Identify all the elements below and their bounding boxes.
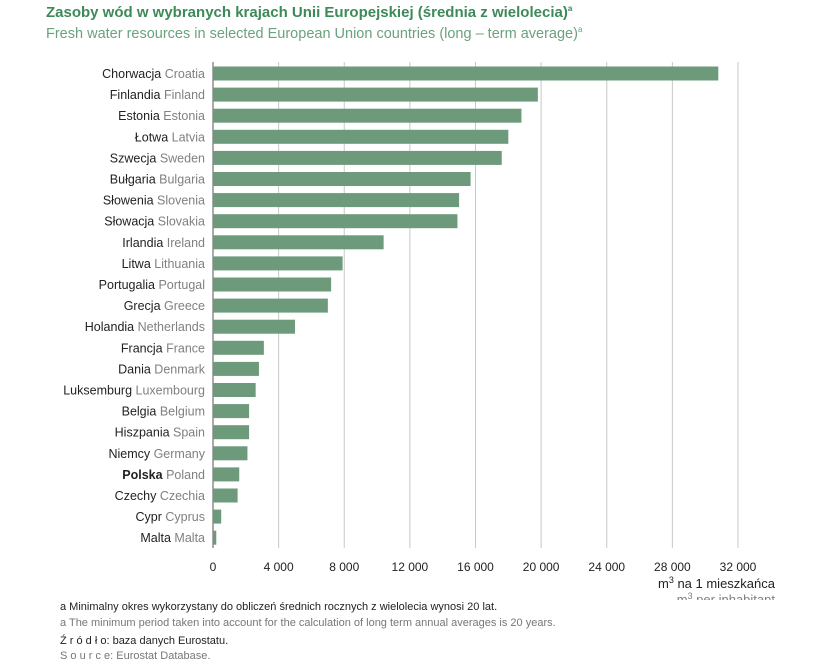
bar-croatia [213, 66, 719, 81]
category-label: Luksemburg Luxembourg [63, 384, 205, 398]
category-label: Słowenia Slovenia [103, 194, 205, 208]
bar-chart: Chorwacja Croatia Finlandia Finland Estoni… [63, 62, 776, 600]
category-label: Hiszpania Spain [115, 426, 205, 440]
footnote-pl: a Minimalny okres wykorzystany do oblicz… [60, 601, 498, 613]
category-label: Grecja Greece [124, 299, 205, 313]
chart-title-pl: Zasoby wód w wybranych krajach Unii Euro… [46, 4, 573, 21]
footnote-en: a The minimum period taken into account … [60, 617, 556, 629]
bar-denmark [213, 361, 259, 376]
bar-belgium [213, 404, 250, 419]
bar-czechia [213, 488, 238, 503]
category-label: Finlandia Finland [110, 88, 205, 102]
category-label: Irlandia Ireland [122, 236, 205, 250]
category-label: Czechy Czechia [115, 489, 205, 503]
x-tick-label: 16 000 [457, 560, 494, 574]
category-label: Holandia Netherlands [85, 320, 205, 334]
chart-title-en: Fresh water resources in selected Europe… [46, 25, 583, 42]
bar-bulgaria [213, 172, 471, 186]
category-label: Szwecja Sweden [110, 151, 205, 165]
x-tick-label: 28 000 [654, 560, 691, 574]
bar-cyprus [213, 509, 222, 524]
bar-malta [213, 530, 217, 545]
bar-greece [213, 298, 328, 313]
x-axis-label-en: m3 per inhabitant [677, 591, 776, 600]
x-tick-label: 20 000 [523, 560, 560, 574]
category-label: Estonia Estonia [118, 109, 205, 123]
category-label: Cypr Cyprus [136, 510, 205, 524]
source-en: S o u r c e: Eurostat Database. [60, 650, 211, 662]
source-pl: Ź r ó d ł o: baza danych Eurostatu. [60, 635, 229, 647]
category-label: Słowacja Slovakia [104, 215, 205, 229]
x-tick-label: 4 000 [264, 560, 294, 574]
title-footnote-marker-pl: a [567, 4, 573, 13]
bar-spain [213, 425, 250, 440]
category-label: Belgia Belgium [122, 405, 205, 419]
category-label: Francja France [121, 341, 205, 355]
bar-sweden [213, 150, 502, 165]
category-label: Malta Malta [140, 531, 205, 545]
bar-poland [213, 467, 240, 482]
bar-estonia [213, 108, 522, 123]
category-label: Bułgaria Bulgaria [110, 173, 205, 187]
bar-slovakia [213, 214, 458, 229]
bar-france [213, 340, 264, 355]
x-axis-label-pl: m3 na 1 mieszkańca [658, 575, 776, 591]
bar-slovenia [213, 193, 460, 208]
bar-ireland [213, 235, 384, 250]
category-label: Niemcy Germany [108, 447, 205, 461]
bar-finland [213, 87, 538, 102]
category-label: Portugalia Portugal [99, 278, 205, 292]
x-tick-label: 12 000 [392, 560, 429, 574]
category-label: Łotwa Latvia [135, 130, 205, 144]
category-label: Dania Denmark [118, 362, 206, 376]
category-labels: Chorwacja Croatia Finlandia Finland Estoni… [63, 67, 206, 545]
bar-lithuania [213, 256, 343, 271]
bar-luxembourg [213, 383, 256, 397]
title-footnote-marker-en: a [577, 25, 583, 34]
x-axis-ticks: 0 4 000 8 000 12 000 16 000 20 000 24 000 28 00… [210, 560, 757, 574]
x-tick-label: 8 000 [329, 560, 359, 574]
x-tick-label: 0 [210, 560, 217, 574]
x-tick-label: 24 000 [588, 560, 625, 574]
category-label: Litwa Lithuania [122, 257, 205, 271]
bar-latvia [213, 129, 509, 144]
bar-netherlands [213, 319, 296, 334]
x-tick-label: 32 000 [720, 560, 757, 574]
bar-portugal [213, 277, 332, 292]
bars [213, 66, 719, 545]
category-label: Polska Poland [122, 468, 205, 482]
bar-germany [213, 446, 248, 461]
category-label: Chorwacja Croatia [102, 67, 205, 81]
